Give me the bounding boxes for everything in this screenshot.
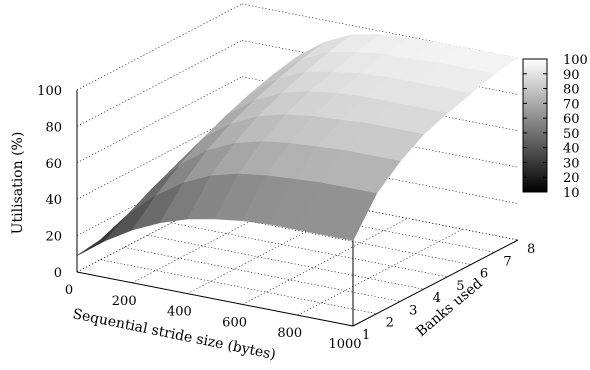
left-wall-grid-line xyxy=(76,112,243,200)
z-axis-label: Utilisation (%) xyxy=(10,132,26,235)
x-axis-line xyxy=(76,271,354,327)
colorbar-tick-label: 90 xyxy=(563,68,580,83)
left-wall-grid-line xyxy=(76,3,243,91)
left-wall-grid-line xyxy=(76,185,243,273)
floor-grid-line xyxy=(297,228,463,316)
x-tick-label: 800 xyxy=(277,326,302,341)
x-tick-label: 0 xyxy=(65,283,73,298)
z-tick-label: 100 xyxy=(37,84,62,99)
colorbar-tick-label: 60 xyxy=(563,112,580,127)
surface xyxy=(76,34,519,256)
floor-grid-line xyxy=(242,218,408,305)
z-tick-label: 60 xyxy=(45,157,62,172)
y-axis-line xyxy=(352,239,519,327)
y-tick-label: 3 xyxy=(409,303,417,318)
floor-grid-line xyxy=(187,207,353,294)
z-tick-label: 80 xyxy=(45,120,62,135)
left-wall-grid-line xyxy=(76,40,243,127)
colorbar-tick-label: 70 xyxy=(563,97,580,112)
colorbar-gradient xyxy=(522,58,548,193)
floor-grid-line xyxy=(124,247,401,302)
z-tick-label: 0 xyxy=(54,266,62,281)
colorbar-tick-label: 30 xyxy=(563,156,580,171)
floor-grid-line xyxy=(147,234,424,290)
y-tick-label: 2 xyxy=(386,316,394,331)
x-tick-label: 400 xyxy=(167,305,192,320)
y-tick-label: 4 xyxy=(433,291,441,306)
colorbar-tick-label: 50 xyxy=(563,127,580,142)
y-tick-label: 7 xyxy=(503,254,511,269)
colorbar-tick-label: 20 xyxy=(563,171,580,186)
y-axis-label: Banks used xyxy=(413,276,486,340)
left-wall-grid-line xyxy=(76,76,243,164)
left-wall-grid-line xyxy=(76,149,243,236)
z-tick-label: 40 xyxy=(45,193,62,208)
axes xyxy=(76,90,519,327)
colorbar-tick-label: 100 xyxy=(563,53,588,68)
surface-patch xyxy=(324,187,378,241)
y-tick-label: 5 xyxy=(456,279,464,294)
y-tick-label: 6 xyxy=(480,267,488,282)
x-tick-label: 600 xyxy=(222,315,247,330)
colorbar-tick-label: 40 xyxy=(563,142,580,157)
colorbar-tick-label: 80 xyxy=(563,83,580,98)
colorbar-tick-label: 10 xyxy=(563,186,580,201)
floor-grid-line xyxy=(100,259,377,315)
y-tick-label: 1 xyxy=(362,328,370,343)
y-tick-label: 8 xyxy=(527,242,535,257)
x-tick-label: 200 xyxy=(112,294,137,309)
x-tick-label: 1000 xyxy=(328,337,361,352)
floor-grid-line xyxy=(132,196,298,284)
z-tick-label: 20 xyxy=(45,230,62,245)
